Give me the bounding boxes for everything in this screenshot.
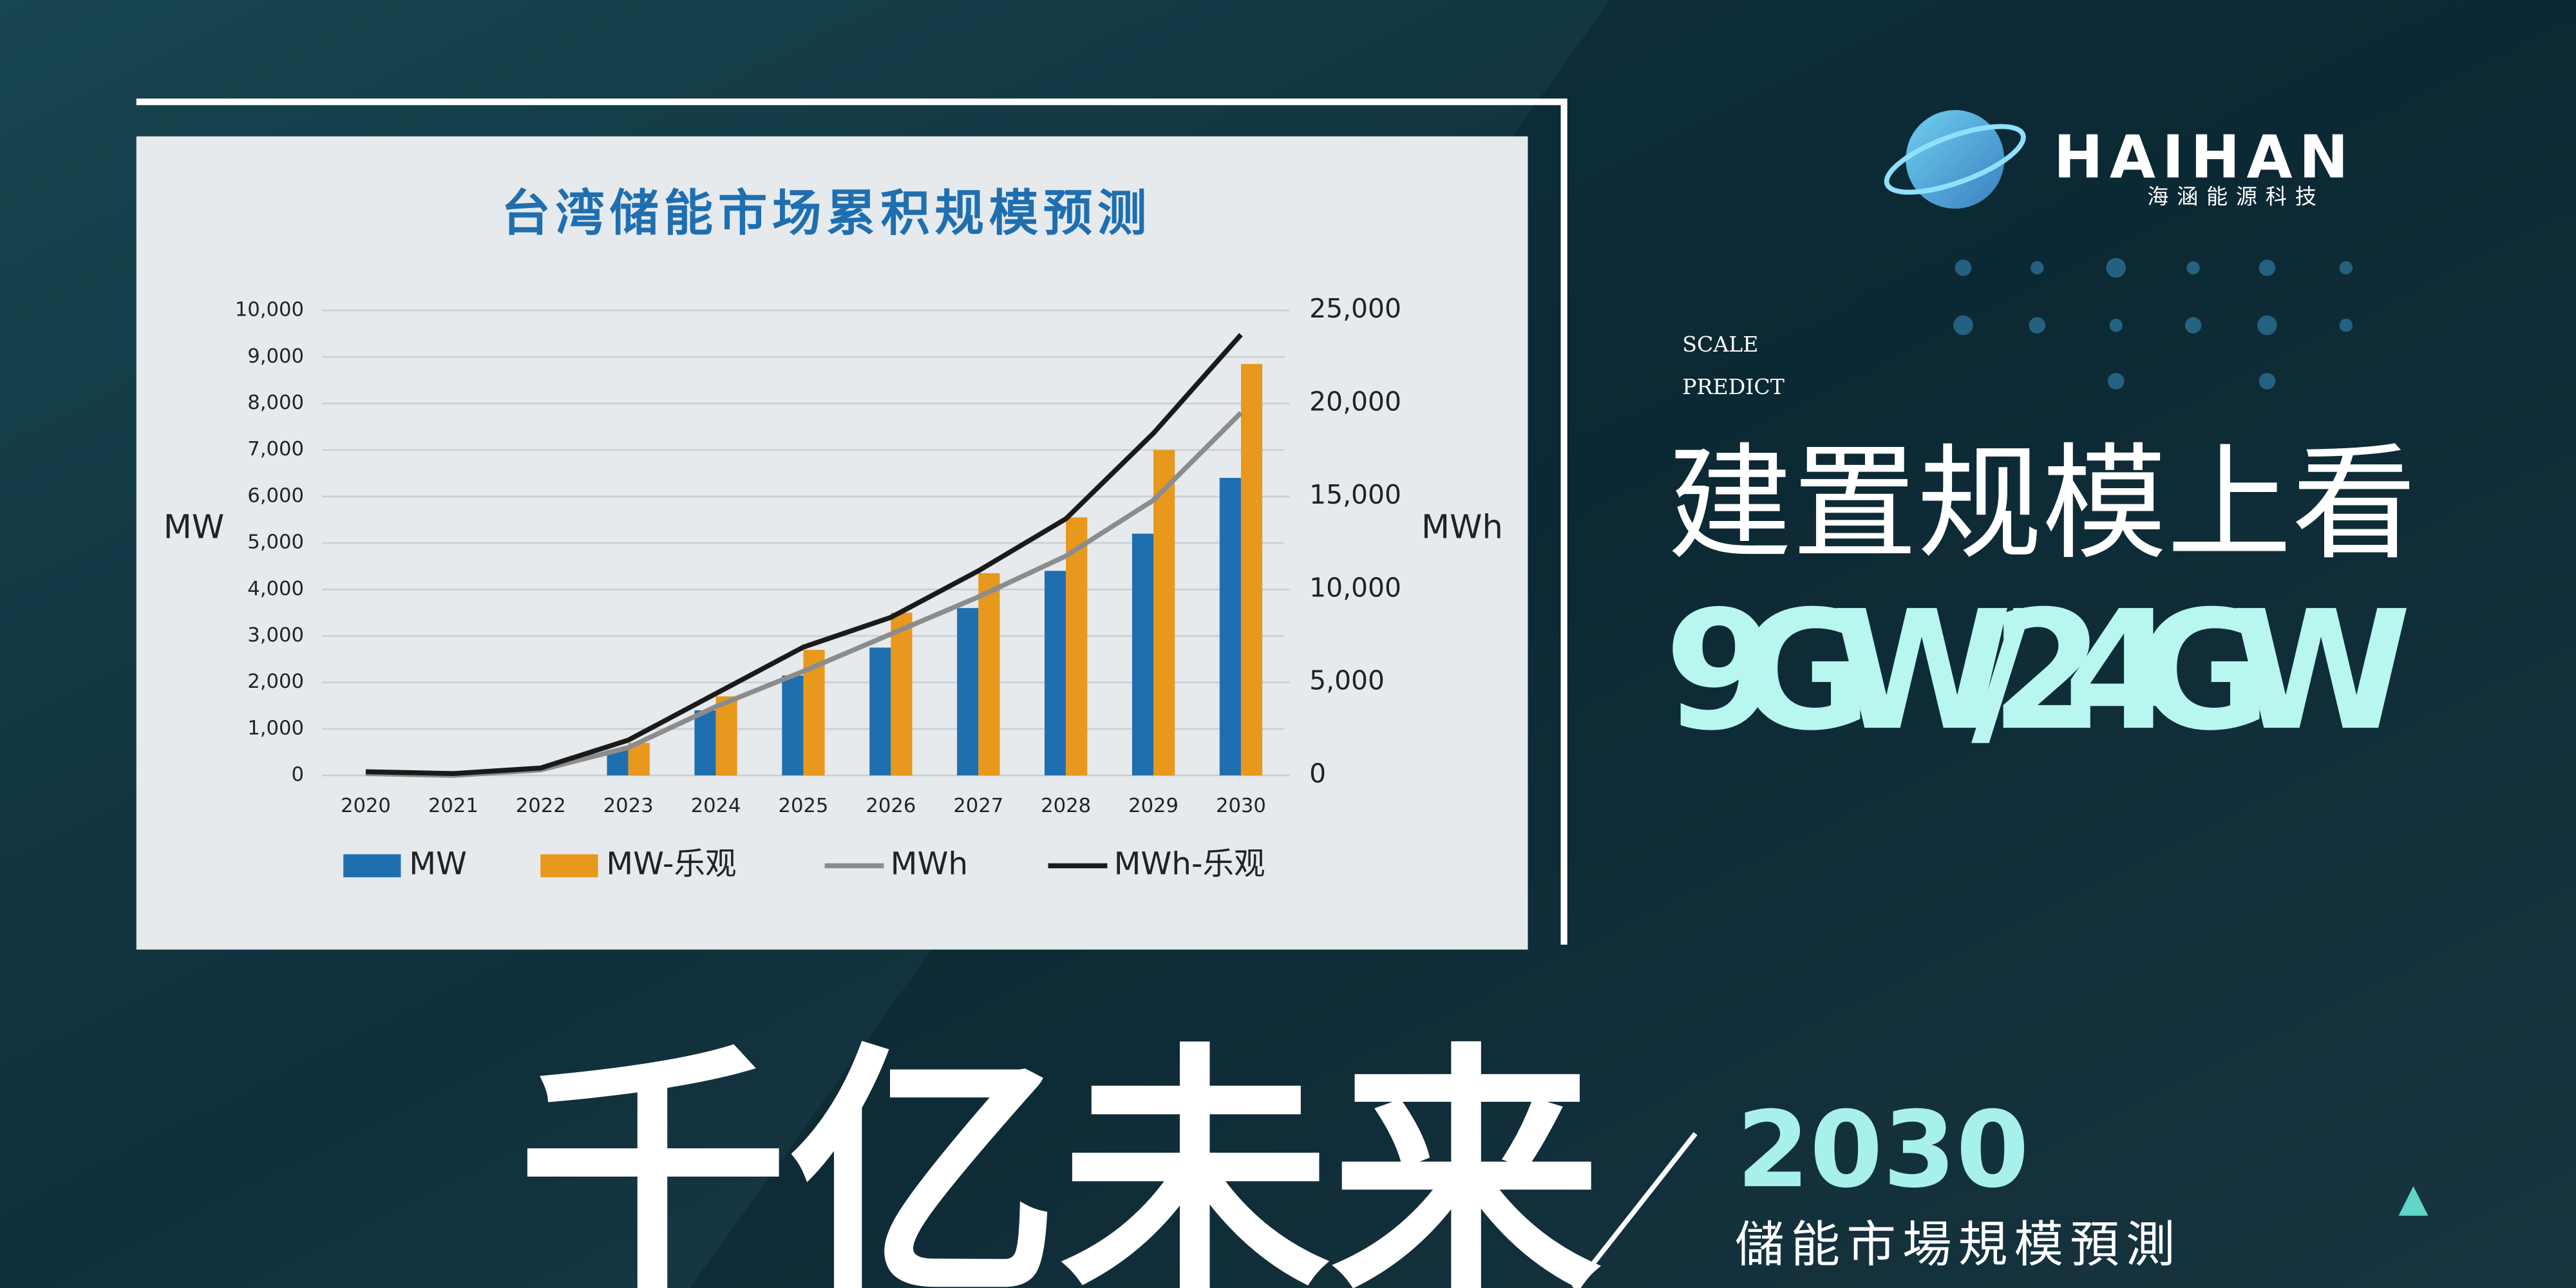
x-tick-label: 2020 [341, 795, 391, 817]
y-tick-label: 8,000 [247, 392, 304, 414]
x-tick-label: 2021 [428, 795, 478, 817]
bar [891, 612, 913, 776]
y-tick-label: 3,000 [247, 624, 304, 647]
x-tick-label: 2022 [516, 795, 566, 817]
y2-tick-label: 25,000 [1309, 293, 1401, 324]
bar [715, 696, 737, 776]
subtitle: 儲能市場規模預測 [1735, 1217, 2182, 1274]
x-tick-label: 2025 [778, 795, 828, 817]
y2-tick-label: 5,000 [1309, 665, 1385, 696]
y-tick-label: 6,000 [247, 484, 304, 507]
y2-tick-label: 0 [1309, 758, 1326, 789]
y-axis-label: MW [164, 508, 224, 546]
legend-label: MWh-乐观 [1114, 846, 1265, 882]
x-tick-label: 2027 [953, 795, 1003, 817]
bar [957, 608, 979, 776]
y-tick-label: 1,000 [247, 717, 304, 739]
slash [1571, 1132, 1698, 1288]
x-tick-label: 2030 [1216, 795, 1266, 817]
legend-label: MWh [891, 846, 968, 882]
y2-tick-label: 10,000 [1309, 572, 1401, 603]
slogan: 千亿未来 [518, 1022, 1602, 1288]
bar [869, 647, 891, 776]
x-tick-label: 2024 [691, 795, 741, 817]
banner-text: HAIHAN 海涵能源科技 SCALE PREDICT 建置规模上看 9GW/2… [518, 109, 2429, 1288]
legend-swatch [343, 854, 401, 878]
logo-icon [1906, 109, 2005, 209]
legend-label: MW-乐观 [606, 846, 736, 882]
x-tick-label: 2028 [1041, 795, 1091, 817]
y2-tick-label: 20,000 [1309, 386, 1401, 417]
bar [694, 710, 716, 776]
bar [1240, 364, 1263, 776]
tag: SCALE [1682, 332, 1758, 357]
dot-pattern [1953, 258, 2353, 390]
y-tick-label: 2,000 [247, 670, 304, 693]
y2-tick-label: 15,000 [1309, 479, 1401, 510]
bar [1219, 478, 1241, 776]
bar [782, 675, 804, 776]
bar [1132, 533, 1154, 776]
bar [1153, 450, 1175, 776]
logo-text: HAIHAN [2054, 123, 2355, 192]
triangle [2398, 1186, 2429, 1216]
bar [1044, 571, 1066, 776]
chart-title: 台湾储能市场累积规模预测 [501, 185, 1151, 243]
chart: 台湾储能市场累积规模预测 MW MWh 0 1,000 2,000 3,000 4,00… [164, 185, 1503, 882]
headline-value: 9GW/24GW [1664, 576, 2412, 767]
diagonal-panel [690, 0, 2576, 1288]
y-tick-label: 7,000 [247, 438, 304, 460]
x-tick-label: 2029 [1128, 795, 1179, 817]
legend-swatch [540, 854, 598, 878]
y2-axis-label: MWh [1421, 508, 1503, 546]
logo-ring [1884, 124, 2026, 195]
x-tick-label: 2026 [866, 795, 916, 817]
tag: PREDICT [1682, 374, 1785, 399]
legend-label: MW [409, 846, 467, 882]
year: 2030 [1736, 1088, 2029, 1211]
y-tick-label: 4,000 [247, 578, 304, 600]
frame [136, 99, 1567, 945]
y-tick-label: 9,000 [247, 345, 304, 368]
headline: 建置规模上看 [1667, 431, 2416, 576]
y-tick-label: 0 [291, 764, 303, 786]
bar [978, 573, 1000, 776]
bar [1066, 517, 1088, 776]
y-tick-label: 5,000 [247, 531, 304, 554]
x-tick-label: 2023 [603, 795, 654, 817]
y-tick-label: 10,000 [235, 299, 304, 321]
line [365, 333, 1243, 777]
logo-subtitle: 海涵能源科技 [2147, 184, 2324, 209]
